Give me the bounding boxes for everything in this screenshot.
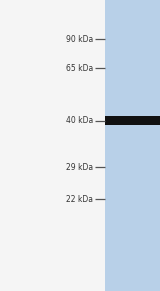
Text: 90 kDa: 90 kDa xyxy=(66,35,93,44)
Text: 40 kDa: 40 kDa xyxy=(66,116,93,125)
Text: 65 kDa: 65 kDa xyxy=(66,64,93,73)
Text: 29 kDa: 29 kDa xyxy=(66,163,93,172)
Text: 22 kDa: 22 kDa xyxy=(66,195,93,204)
Bar xyxy=(105,116,160,125)
Bar xyxy=(105,0,160,291)
